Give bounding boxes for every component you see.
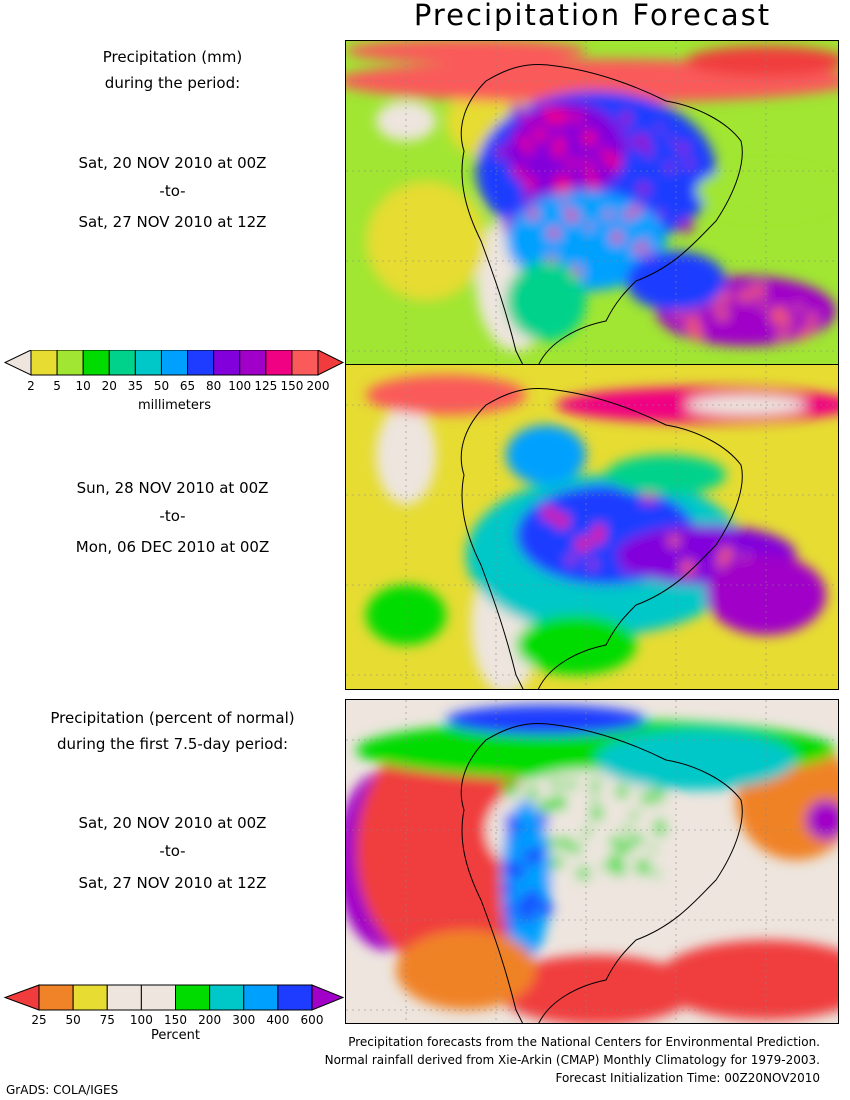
colorbar-tick-label: 150	[164, 1013, 187, 1027]
precip-area	[446, 705, 646, 735]
precip-area	[396, 930, 536, 1010]
colorbar-tick-label: 200	[306, 379, 330, 393]
colorbar-swatch	[187, 349, 215, 376]
panel1-subheading: during the period:	[104, 74, 241, 92]
percent-normal-map	[345, 699, 839, 1024]
colorbar-swatch	[30, 349, 58, 376]
colorbar-tick-label: 600	[300, 1013, 324, 1027]
colorbar-tick-label: 10	[75, 379, 91, 393]
colorbar-swatch	[38, 984, 74, 1011]
colorbar-tick-label: 100	[228, 379, 252, 393]
precip-map-week1	[345, 40, 839, 365]
colorbar-swatch	[291, 349, 319, 376]
precip-map-week2	[345, 364, 839, 690]
precip-area	[346, 41, 586, 63]
panel2-start: Sun, 28 NOV 2010 at 00Z	[76, 479, 269, 497]
coastline	[460, 387, 743, 689]
precip-area	[606, 455, 726, 495]
panel1-sep: -to-	[159, 182, 186, 200]
panel3-sep: -to-	[159, 842, 186, 860]
colorbar-swatch	[265, 349, 293, 376]
panel3-end: Sat, 27 NOV 2010 at 12Z	[78, 874, 267, 892]
panel1-heading: Precipitation (mm)	[102, 48, 243, 66]
credit-line-2: Normal rainfall derived from Xie-Arkin (…	[324, 1053, 820, 1067]
colorbar-unit: Percent	[151, 1028, 200, 1043]
colorbar-low-arrow	[3, 984, 40, 1011]
colorbar-swatch	[106, 984, 142, 1011]
panel1-end: Sat, 27 NOV 2010 at 12Z	[78, 213, 267, 231]
colorbar-swatch	[213, 349, 241, 376]
precip-area	[496, 955, 696, 1023]
precip-area	[366, 181, 486, 301]
precip-area	[516, 615, 636, 675]
colorbar-tick-label: 125	[254, 379, 278, 393]
colorbar-swatch	[82, 349, 110, 376]
credit-line-3: Forecast Initialization Time: 00Z20NOV20…	[555, 1071, 820, 1085]
colorbar-tick-label: 300	[232, 1013, 256, 1027]
coastline	[460, 63, 743, 364]
colorbar-tick-label: 20	[101, 379, 117, 393]
colorbar-tick-label: 80	[205, 379, 222, 393]
colorbar-swatch	[108, 349, 136, 376]
mm-colorbar: 2 5 10 20 35 50 65 80 100 125 150 200 millimeters	[0, 349, 345, 420]
colorbar-swatch	[134, 349, 162, 376]
colorbar-tick-label: 400	[266, 1013, 290, 1027]
precip-area	[506, 425, 586, 485]
colorbar-swatch	[140, 984, 176, 1011]
colorbar-swatch	[239, 349, 267, 376]
panel1-start: Sat, 20 NOV 2010 at 00Z	[78, 154, 267, 172]
precip-area	[506, 261, 586, 341]
colorbar-high-arrow	[317, 349, 345, 376]
colorbar-tick-label: 35	[127, 379, 143, 393]
panel2-end: Mon, 06 DEC 2010 at 00Z	[75, 538, 270, 556]
colorbar-swatch	[160, 349, 189, 376]
colorbar-high-arrow	[311, 984, 345, 1011]
colorbar-tick-label: 100	[129, 1013, 153, 1027]
colorbar-swatch	[56, 349, 84, 376]
precip-area	[686, 395, 806, 415]
colorbar-tick-label: 5	[53, 379, 61, 393]
precip-area	[366, 375, 526, 415]
precip-area	[506, 101, 626, 201]
colorbar-swatch	[72, 984, 108, 1011]
panel3-start: Sat, 20 NOV 2010 at 00Z	[78, 814, 267, 832]
panel3-heading: Precipitation (percent of normal)	[50, 709, 295, 727]
colorbar-swatch	[277, 984, 313, 1011]
precip-area	[366, 585, 446, 645]
colorbar-tick-label: 50	[153, 379, 170, 393]
colorbar-low-arrow	[3, 349, 32, 376]
colorbar-swatch	[175, 984, 211, 1011]
colorbar-tick-label: 200	[198, 1013, 222, 1027]
precip-area	[686, 46, 838, 76]
precip-area	[596, 730, 796, 790]
panel3-subheading: during the first 7.5-day period:	[56, 735, 289, 753]
colorbar-unit: millimeters	[138, 398, 211, 413]
page-title: Precipitation Forecast	[413, 0, 772, 32]
coastline	[460, 722, 743, 1023]
colorbar-tick-label: 65	[179, 379, 196, 393]
precip-area	[356, 730, 536, 970]
colorbar-tick-label: 75	[99, 1013, 115, 1027]
credit-line-1: Precipitation forecasts from the Nationa…	[348, 1035, 820, 1049]
colorbar-tick-label: 2	[27, 379, 35, 393]
panel2-sep: -to-	[159, 507, 186, 525]
colorbar-swatch	[209, 984, 245, 1011]
percent-colorbar: 25 50 75 100 150 200 300 400 600 Percent	[0, 975, 345, 1043]
colorbar-tick-label: 25	[31, 1013, 47, 1027]
colorbar-tick-label: 150	[280, 379, 304, 393]
colorbar-tick-label: 50	[65, 1013, 81, 1027]
grads-footer: GrADS: COLA/IGES	[6, 1083, 119, 1097]
precip-area	[656, 940, 838, 1020]
colorbar-swatch	[243, 984, 279, 1011]
